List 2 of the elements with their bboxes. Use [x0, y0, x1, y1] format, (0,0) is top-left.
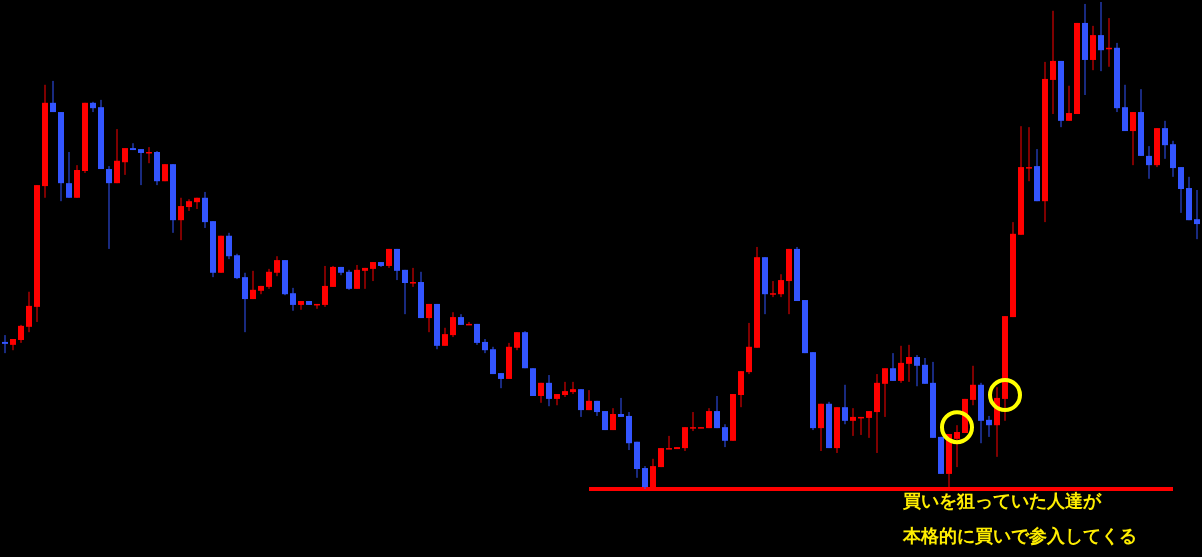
annotation: 本格的に買いで参入してくる [903, 525, 1137, 546]
annotation: 買いを狙っていた人達が [903, 490, 1101, 511]
